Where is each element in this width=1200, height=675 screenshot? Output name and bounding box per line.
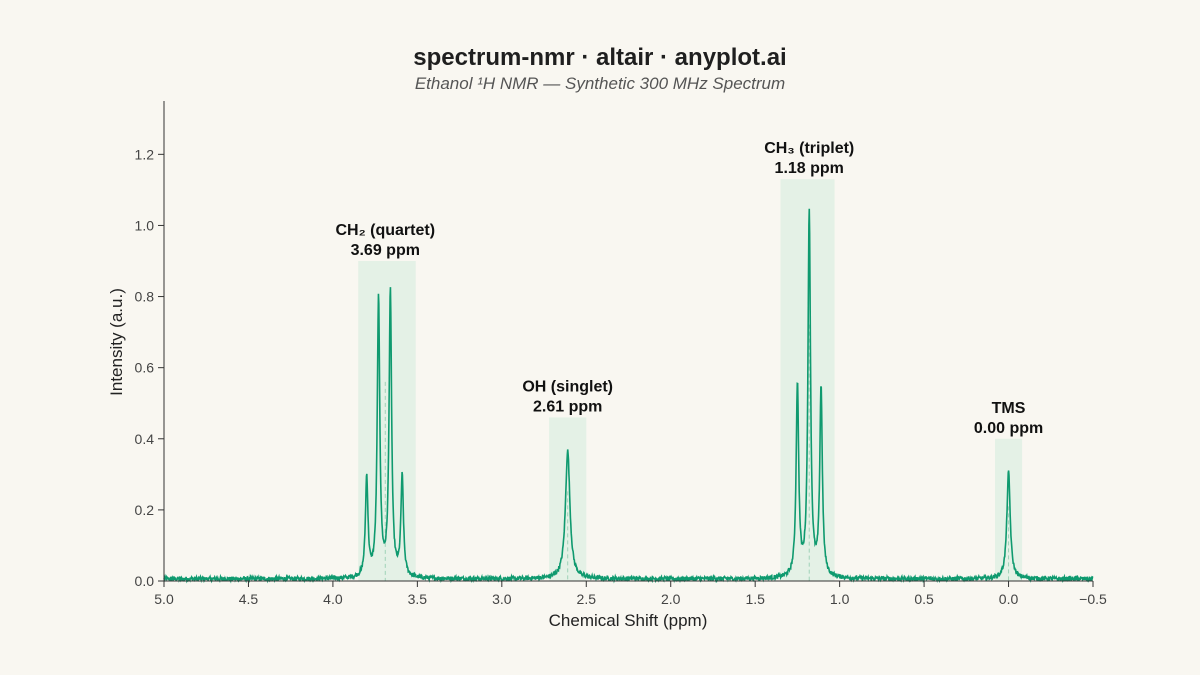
y-tick-label: 0.8: [135, 289, 155, 305]
spectrum-line: [163, 208, 1094, 584]
peak-name-label: CH₂ (quartet): [335, 222, 435, 239]
peak-shift-label: 3.69 ppm: [351, 242, 420, 259]
x-tick-label: 1.5: [745, 591, 765, 607]
x-axis-title: Chemical Shift (ppm): [549, 611, 708, 630]
peak-shift-label: 2.61 ppm: [533, 398, 602, 415]
y-tick-label: 1.0: [135, 217, 155, 233]
y-tick-label: 0.4: [135, 431, 155, 447]
y-tick-label: 1.2: [135, 146, 155, 162]
y-tick-label: 0.6: [135, 360, 155, 376]
chart-title: spectrum-nmr · altair · anyplot.ai: [413, 44, 787, 71]
x-tick-label: 3.0: [492, 591, 512, 607]
x-tick-label: −0.5: [1079, 591, 1107, 607]
x-tick-label: 5.0: [154, 591, 174, 607]
chart-subtitle: Ethanol ¹H NMR — Synthetic 300 MHz Spect…: [414, 74, 786, 93]
peak-shift-label: 0.00 ppm: [974, 420, 1043, 437]
peak-name-label: OH (singlet): [522, 378, 613, 395]
peak-region-0: [358, 261, 416, 581]
x-tick-label: 4.0: [323, 591, 343, 607]
x-tick-label: 3.5: [408, 591, 428, 607]
x-tick-label: 2.5: [577, 591, 597, 607]
x-tick-label: 2.0: [661, 591, 681, 607]
peak-shift-label: 1.18 ppm: [775, 160, 844, 177]
y-tick-label: 0.2: [135, 502, 155, 518]
peak-name-label: CH₃ (triplet): [764, 140, 854, 157]
y-axis-title: Intensity (a.u.): [107, 288, 126, 396]
peak-name-label: TMS: [992, 400, 1026, 417]
x-tick-label: 0.0: [999, 591, 1019, 607]
x-tick-label: 0.5: [914, 591, 934, 607]
x-tick-label: 1.0: [830, 591, 850, 607]
x-tick-label: 4.5: [239, 591, 259, 607]
y-tick-label: 0.0: [135, 573, 155, 589]
